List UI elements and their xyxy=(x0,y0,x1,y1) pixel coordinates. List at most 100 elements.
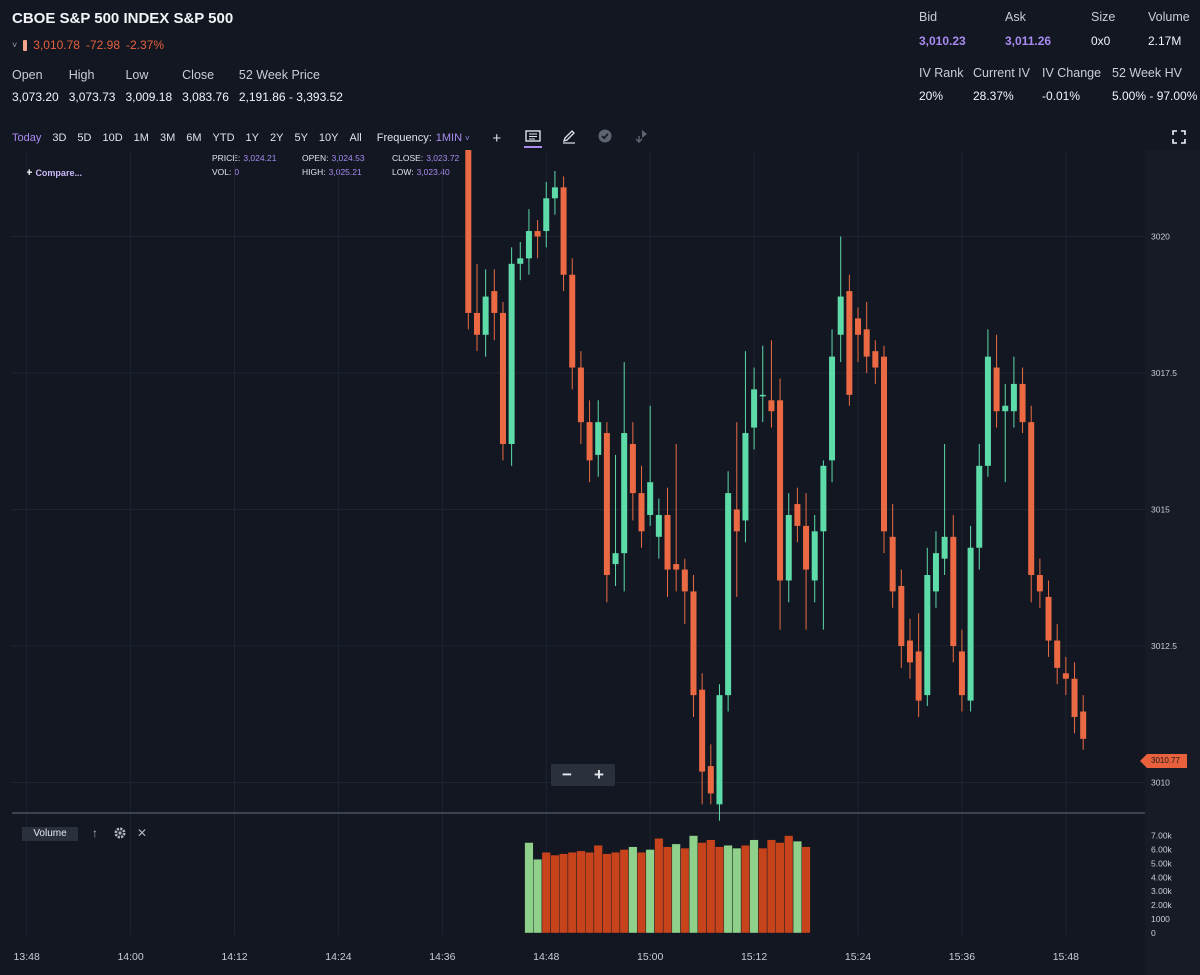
candle-body xyxy=(1045,596,1052,641)
iv-current-iv: Current IV 28.37% xyxy=(973,66,1030,103)
volume-bar xyxy=(706,839,716,934)
volume-tick-label: 1000 xyxy=(1151,914,1170,924)
volume-panel-label: Volume xyxy=(22,827,78,841)
quote-bid: Bid 3,010.23 xyxy=(919,10,966,48)
quote-size: Size 0x0 xyxy=(1091,10,1116,48)
candle-body xyxy=(950,536,957,646)
volume-tick-label: 6.00k xyxy=(1151,844,1173,854)
volume-bar xyxy=(576,850,586,934)
volume-bar xyxy=(602,853,612,934)
x-tick-label: 14:12 xyxy=(221,951,247,963)
y-tick-label: 3012.5 xyxy=(1151,641,1177,651)
range-selector: Today 3D 5D 10D 1M 3M 6M YTD 1Y 2Y 5Y 10Y All xyxy=(12,132,373,144)
candle-body xyxy=(534,231,541,237)
volume-bar xyxy=(524,842,534,934)
volume-bar xyxy=(671,843,681,934)
quote-volume: Volume 2.17M xyxy=(1148,10,1190,48)
candle-body xyxy=(473,312,480,335)
volume-bar xyxy=(775,842,785,934)
candle-body xyxy=(621,433,628,554)
volume-bar xyxy=(749,839,759,934)
candle-body xyxy=(655,514,662,537)
range-10d[interactable]: 10D xyxy=(102,132,123,144)
crosshair-price: PRICE: 3,024.21 xyxy=(212,153,277,163)
volume-bar xyxy=(611,852,621,934)
ohlc-low: Low 3,009.18 xyxy=(125,68,173,104)
candle-body xyxy=(794,504,801,526)
range-all[interactable]: All xyxy=(349,132,362,144)
close-icon[interactable]: ✕ xyxy=(137,826,148,840)
candle-body xyxy=(872,351,879,368)
x-tick-label: 14:48 xyxy=(533,951,559,963)
frequency-value[interactable]: 1MIN xyxy=(435,132,463,144)
range-2y[interactable]: 2Y xyxy=(269,132,284,144)
candle-body xyxy=(499,312,506,444)
candle-body xyxy=(699,689,706,772)
gear-icon[interactable] xyxy=(113,826,127,843)
draw-pencil-icon[interactable] xyxy=(560,128,578,148)
candle-body xyxy=(664,514,671,570)
volume-bar xyxy=(533,859,543,934)
candle-body xyxy=(525,231,532,259)
x-tick-label: 15:36 xyxy=(949,951,975,963)
study-legend-icon[interactable] xyxy=(523,129,542,148)
frequency-label: Frequency: xyxy=(376,132,432,144)
volume-bar xyxy=(663,846,673,934)
compare-button[interactable]: + Compare... xyxy=(26,167,82,179)
range-10y[interactable]: 10Y xyxy=(318,132,339,144)
range-1y[interactable]: 1Y xyxy=(245,132,259,144)
x-tick-label: 14:24 xyxy=(325,951,351,963)
range-today[interactable]: Today xyxy=(12,132,42,144)
volume-bar xyxy=(585,852,595,934)
volume-bar xyxy=(792,840,802,934)
range-6m[interactable]: 6M xyxy=(186,132,202,144)
range-5y[interactable]: 5Y xyxy=(294,132,308,144)
range-3m[interactable]: 3M xyxy=(159,132,176,144)
candle-body xyxy=(915,651,922,701)
candle-body xyxy=(958,651,965,696)
candle-body xyxy=(829,356,836,461)
candle-body xyxy=(647,482,654,515)
chevron-down-icon[interactable]: ˅ xyxy=(465,134,470,143)
price-chart[interactable]: 13:48 14:00 14:12 14:24 14:36 14:48 15:00 15:12… xyxy=(0,150,1200,975)
chart-toolbar: Today 3D 5D 10D 1M 3M 6M YTD 1Y 2Y 5Y 10Y All Freque… xyxy=(0,126,1200,150)
zoom-out-button[interactable]: − xyxy=(562,765,572,784)
check-circle-icon[interactable] xyxy=(596,128,614,148)
candle-body xyxy=(941,536,948,559)
volume-bar xyxy=(714,846,724,934)
candle-body xyxy=(924,575,931,696)
volume-tick-label: 7.00k xyxy=(1151,831,1173,841)
crosshair-icon[interactable]: + xyxy=(492,129,502,147)
candle-body xyxy=(932,553,939,592)
crosshair-low: LOW: 3,023.40 xyxy=(392,167,450,177)
volume-bar xyxy=(654,838,664,934)
candle-body xyxy=(569,274,576,368)
volume-bar xyxy=(637,852,647,934)
share-icon[interactable] xyxy=(632,128,650,148)
candle-body xyxy=(1080,711,1087,739)
frequency-selector[interactable]: Frequency: 1MIN ˅ xyxy=(377,132,470,144)
range-1m[interactable]: 1M xyxy=(133,132,149,144)
chevron-down-icon[interactable]: ˅ xyxy=(12,40,18,50)
zoom-in-button[interactable]: + xyxy=(594,765,604,784)
candle-body xyxy=(1019,383,1026,423)
candle-body xyxy=(465,150,472,313)
volume-tick-label: 4.00k xyxy=(1151,872,1173,882)
x-tick-label: 15:12 xyxy=(741,951,767,963)
range-ytd[interactable]: YTD xyxy=(212,132,235,144)
iv-iv-change: IV Change -0.01% xyxy=(1042,66,1102,103)
range-3d[interactable]: 3D xyxy=(52,132,67,144)
crosshair-open: OPEN: 3,024.53 xyxy=(302,153,365,163)
candle-body xyxy=(967,547,974,701)
fullscreen-icon[interactable] xyxy=(1172,130,1186,144)
candle-body xyxy=(725,493,732,696)
candle-body xyxy=(586,422,593,461)
arrow-up-icon[interactable]: ↑ xyxy=(92,826,98,840)
volume-bar xyxy=(541,852,551,934)
ohlc-close: Close 3,083.76 xyxy=(182,68,229,104)
candle-body xyxy=(863,329,870,357)
range-5d[interactable]: 5D xyxy=(77,132,92,144)
candle-body xyxy=(855,318,862,335)
quote-header: CBOE S&P 500 INDEX S&P 500 ˅ 3,010.78 -7… xyxy=(0,0,1200,125)
candle-body xyxy=(673,564,680,570)
